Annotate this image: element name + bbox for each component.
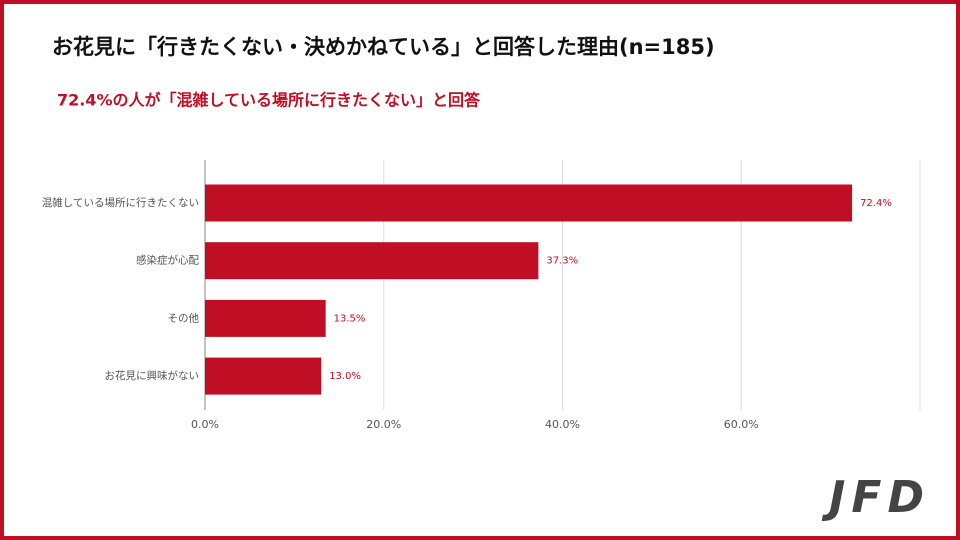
data-label: 13.5% <box>334 313 366 324</box>
x-tick-label: 60.0% <box>724 418 759 431</box>
data-label: 13.0% <box>329 371 361 382</box>
y-tick-label: その他 <box>168 311 200 324</box>
title: お花見に「行きたくない・決めかねている」と回答した理由(n=185) <box>52 35 715 59</box>
y-tick-label: 感染症が心配 <box>136 254 199 267</box>
bar <box>205 242 539 280</box>
bar <box>205 299 326 337</box>
y-tick-label: お花見に興味がない <box>105 369 200 382</box>
data-label: 37.3% <box>546 256 578 267</box>
bar <box>205 184 853 222</box>
x-tick-label: 0.0% <box>191 418 219 431</box>
x-tick-label: 20.0% <box>366 418 401 431</box>
data-label: 72.4% <box>860 198 892 209</box>
logo: JFD <box>821 472 930 523</box>
subtitle: 72.4%の人が「混雑している場所に行きたくない」と回答 <box>57 91 481 110</box>
bar <box>205 357 322 395</box>
y-tick-label: 混雑している場所に行きたくない <box>42 196 199 209</box>
x-tick-label: 40.0% <box>545 418 580 431</box>
